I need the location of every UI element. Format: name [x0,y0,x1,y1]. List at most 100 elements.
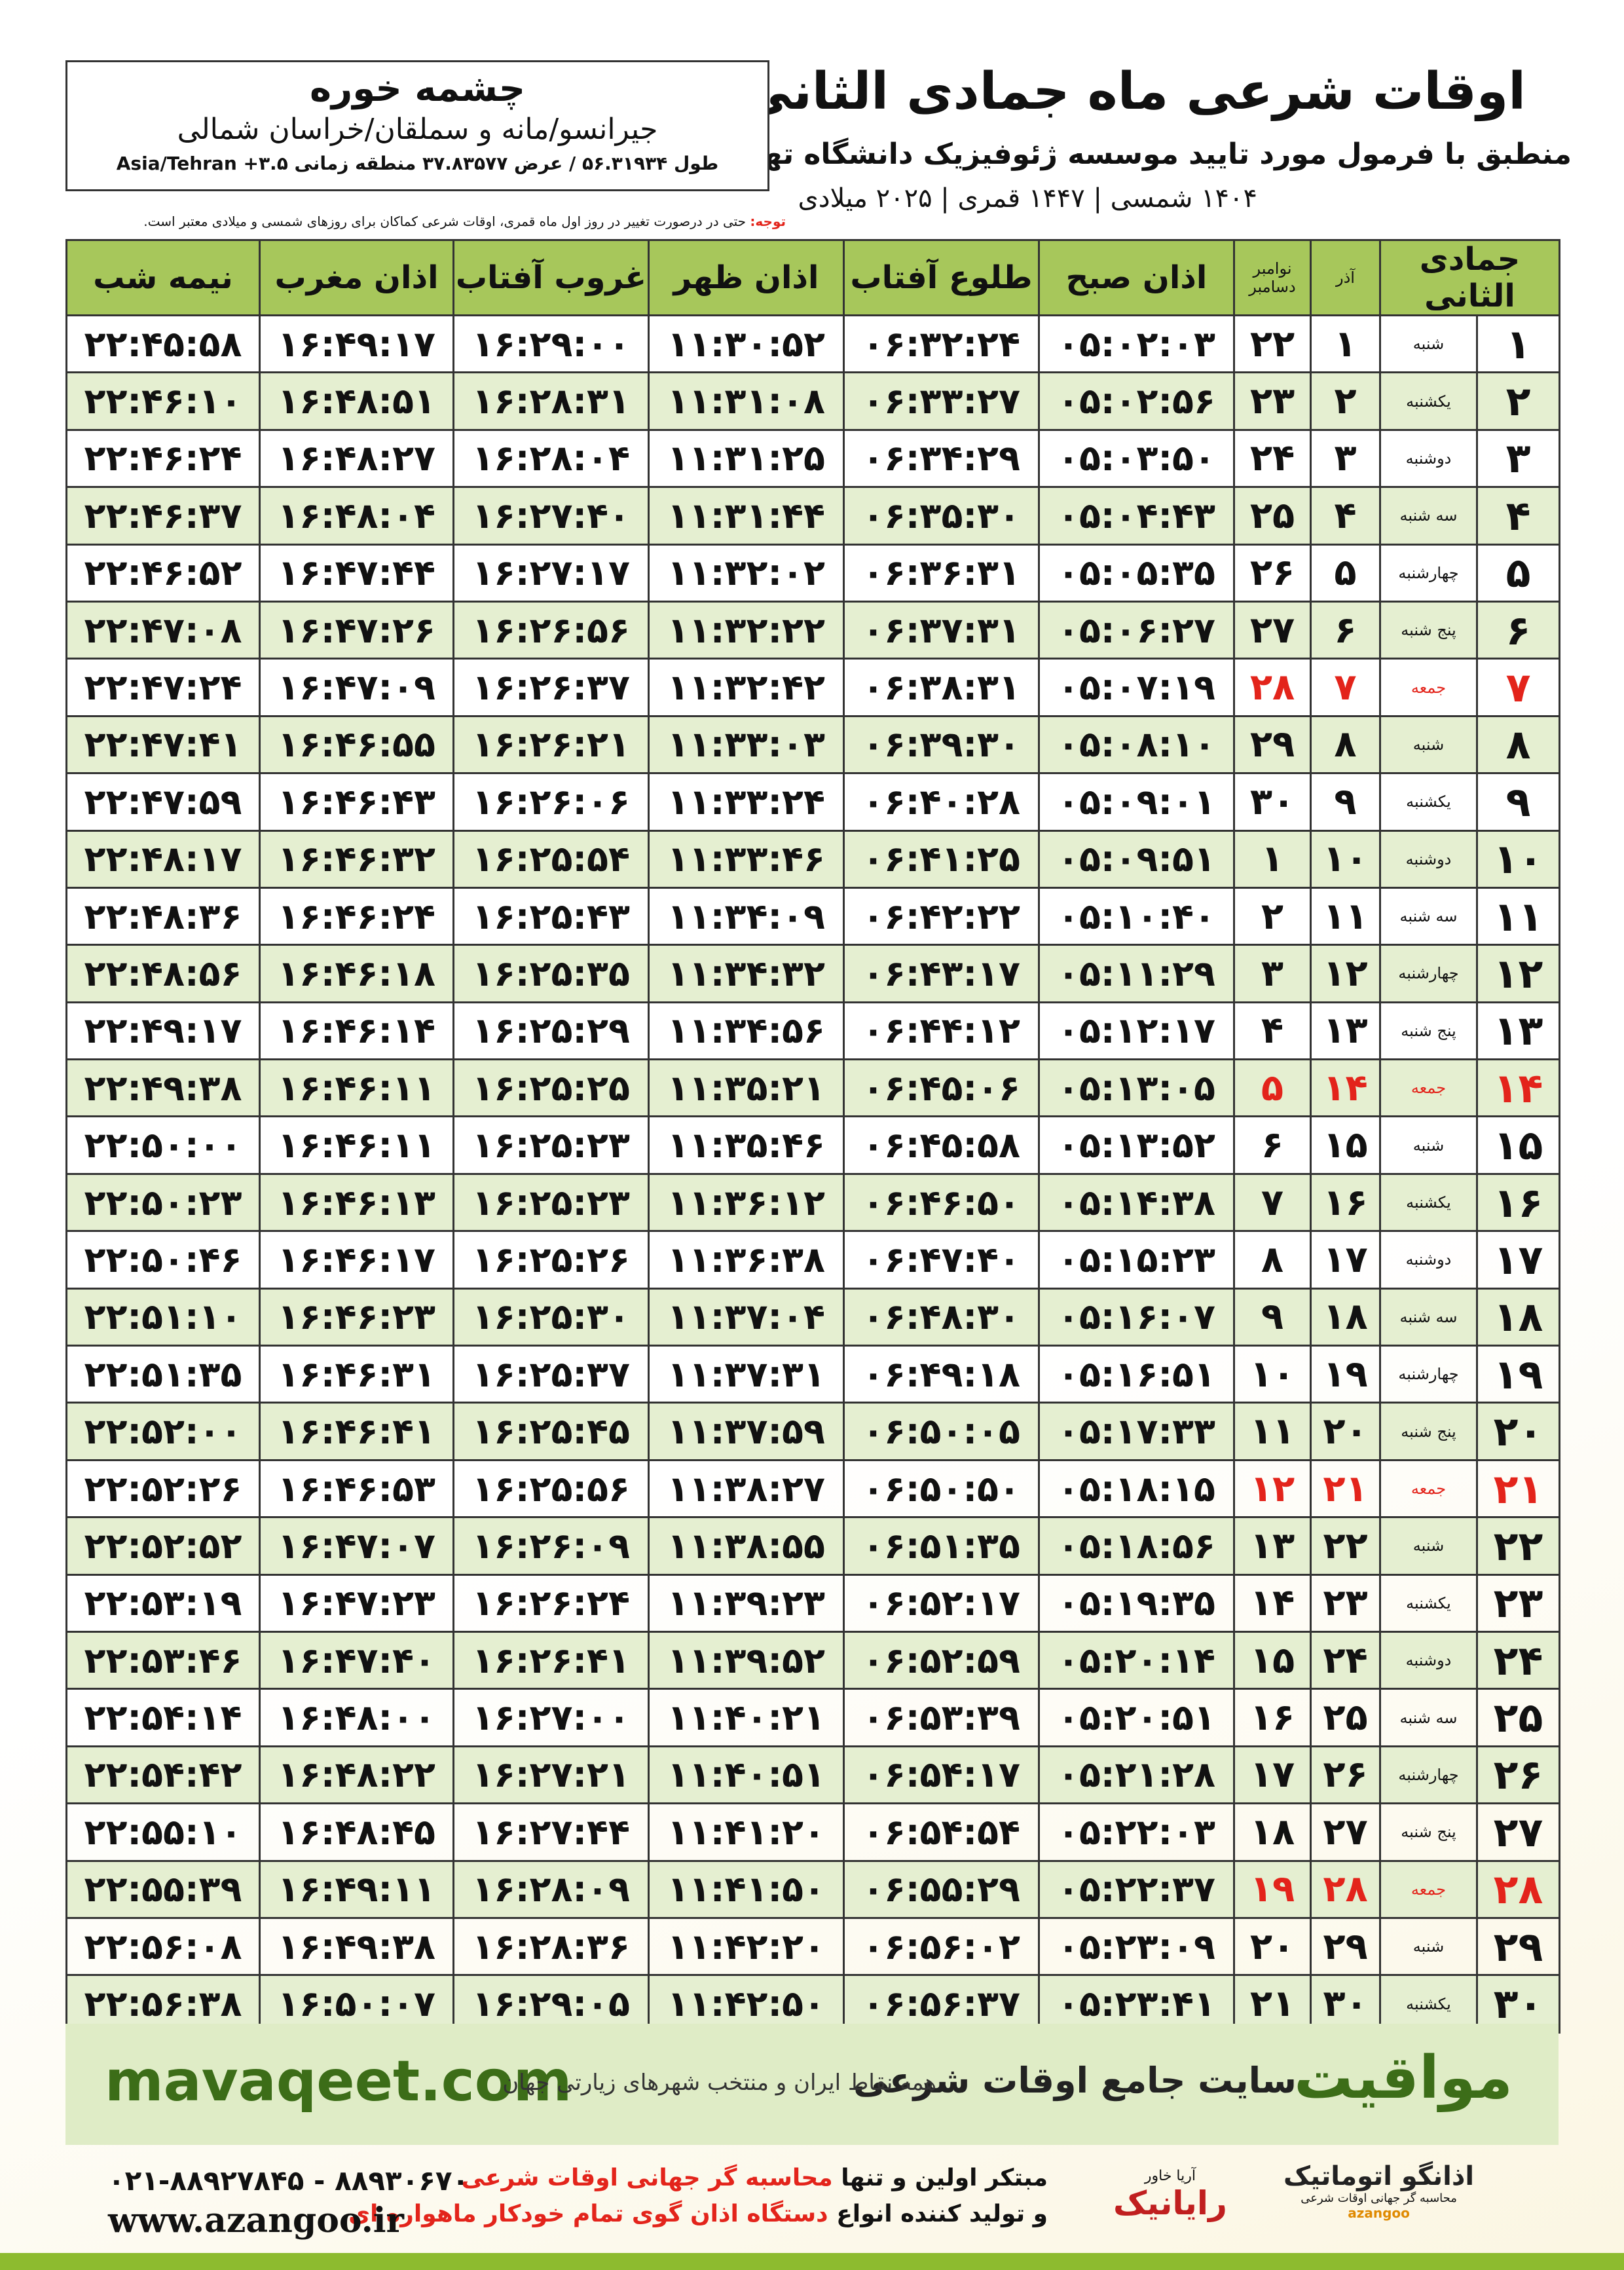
time-cell: ۱۶:۲۶:۲۱ [452,715,650,775]
date-cell: ۶ [1233,1115,1312,1175]
date-cell: ۲۰ [1476,1402,1560,1461]
time-cell: ۱۶:۴۸:۲۲ [259,1745,454,1805]
date-cell: ۲۳ [1310,1573,1381,1633]
table-row: ۱۵ شنبه ۱۵ ۶ ۰۵:۱۳:۵۲ ۰۶:۴۵:۵۸ ۱۱:۳۵:۴۶ ۱۶:۲۵:۲… [65,1115,1560,1175]
date-cell: ۲ [1310,371,1381,431]
table-row: ۱۹ چهارشنبه ۱۹ ۱۰ ۰۵:۱۶:۵۱ ۰۶:۴۹:۱۸ ۱۱:۳۷:۳۱ ۱۶… [65,1345,1560,1404]
time-cell: ۱۱:۳۰:۵۲ [648,314,845,374]
date-cell: ۵ [1310,543,1381,603]
table-row: ۸ شنبه ۸ ۲۹ ۰۵:۰۸:۱۰ ۰۶:۳۹:۳۰ ۱۱:۳۳:۰۳ ۱۶:۲۶:۲۱… [65,715,1560,775]
table-row: ۲۸ جمعه ۲۸ ۱۹ ۰۵:۲۲:۳۷ ۰۶:۵۵:۲۹ ۱۱:۴۱:۵۰ ۱۶:۲۸:… [65,1859,1560,1919]
date-cell: دوشنبه [1379,829,1478,889]
time-cell: ۱۱:۳۵:۲۱ [648,1058,845,1118]
time-cell: ۰۵:۰۵:۳۵ [1038,543,1235,603]
time-cell: ۱۶:۴۷:۰۷ [259,1516,454,1576]
time-cell: ۰۶:۵۶:۳۷ [843,1974,1040,2034]
time-cell: ۱۶:۲۷:۰۰ [452,1688,650,1747]
table-row: ۳۰ یکشنبه ۳۰ ۲۱ ۰۵:۲۳:۴۱ ۰۶:۵۶:۳۷ ۱۱:۴۲:۵۰ ۱۶:۲… [65,1974,1560,2034]
date-cell: ۹ [1310,772,1381,832]
date-cell: ۲۸ [1476,1859,1560,1919]
date-cell: یکشنبه [1379,772,1478,832]
table-row: ۲۶ چهارشنبه ۲۶ ۱۷ ۰۵:۲۱:۲۸ ۰۶:۵۴:۱۷ ۱۱:۴۰:۵۱ ۱۶… [65,1745,1560,1805]
date-cell: ۱۶ [1476,1172,1560,1233]
time-cell: ۰۵:۱۸:۱۵ [1038,1459,1235,1519]
time-cell: ۰۶:۳۵:۳۰ [843,486,1040,546]
time-cell: ۲۲:۴۶:۵۲ [65,543,261,603]
time-cell: ۱۶:۲۵:۳۰ [452,1287,650,1347]
time-cell: ۰۶:۳۸:۳۱ [843,658,1040,717]
date-cell: ۱۲ [1233,1459,1312,1519]
time-cell: ۰۵:۱۷:۳۳ [1038,1402,1235,1461]
time-cell: ۱۶:۲۹:۰۵ [452,1974,650,2034]
subtitle: منطبق با فرمول مورد تایید موسسه ژئوفیزیک… [711,138,1572,171]
time-cell: ۰۶:۴۸:۳۰ [843,1287,1040,1347]
table-row: ۲۲ شنبه ۲۲ ۱۳ ۰۵:۱۸:۵۶ ۰۶:۵۱:۳۵ ۱۱:۳۸:۵۵ ۱۶:۲۶:… [65,1516,1560,1576]
time-cell: ۲۲:۵۰:۰۰ [65,1115,261,1175]
date-cell: شنبه [1379,715,1478,775]
time-cell: ۱۱:۳۲:۲۲ [648,600,845,660]
banner-tagline: سایت جامع اوقات شرعی [853,2060,1297,2101]
time-cell: ۰۵:۱۸:۵۶ [1038,1516,1235,1576]
time-cell: ۱۶:۲۵:۲۳ [452,1115,650,1175]
time-cell: ۲۲:۵۵:۳۹ [65,1859,261,1919]
banner-url: mavaqeet.com [105,2049,572,2114]
date-cell: پنج شنبه [1379,1802,1478,1862]
time-cell: ۲۲:۵۴:۱۴ [65,1688,261,1747]
time-cell: ۱۶:۴۷:۲۳ [259,1573,454,1633]
time-cell: ۰۶:۵۰:۰۵ [843,1402,1040,1461]
table-row: ۱۸ سه شنبه ۱۸ ۹ ۰۵:۱۶:۰۷ ۰۶:۴۸:۳۰ ۱۱:۳۷:۰۴ ۱۶:۲… [65,1287,1560,1347]
time-cell: ۱۱:۳۳:۴۶ [648,829,845,889]
date-cell: ۷ [1233,1172,1312,1233]
website[interactable]: www.azangoo.ir [108,2201,404,2241]
date-cell: ۲۴ [1233,428,1312,489]
time-cell: ۱۶:۲۵:۵۶ [452,1459,650,1519]
time-cell: ۱۶:۴۷:۰۹ [259,658,454,717]
date-cell: ۱۸ [1310,1287,1381,1347]
date-cell: شنبه [1379,1916,1478,1977]
time-cell: ۱۶:۴۶:۱۳ [259,1172,454,1233]
date-cell: ۶ [1476,600,1560,660]
time-cell: ۰۶:۵۴:۵۴ [843,1802,1040,1862]
time-cell: ۰۵:۲۰:۵۱ [1038,1688,1235,1747]
time-cell: ۱۱:۳۳:۰۳ [648,715,845,775]
logo: آریا خاور رایانیک [1113,2168,1227,2222]
column-header: نیمه شب [65,239,261,316]
date-cell: دوشنبه [1379,428,1478,489]
time-cell: ۱۶:۲۶:۲۴ [452,1573,650,1633]
time-cell: ۱۶:۴۸:۰۴ [259,486,454,546]
time-cell: ۰۶:۴۳:۱۷ [843,944,1040,1003]
time-cell: ۰۵:۱۱:۲۹ [1038,944,1235,1003]
date-cell: ۱۶ [1310,1172,1381,1233]
date-cell: ۱۵ [1233,1630,1312,1690]
date-cell: ۳ [1233,944,1312,1003]
time-cell: ۱۶:۲۸:۰۴ [452,428,650,489]
time-cell: ۱۶:۲۵:۴۵ [452,1402,650,1461]
time-cell: ۱۱:۳۶:۱۲ [648,1172,845,1233]
date-cell: ۲۰ [1233,1916,1312,1977]
time-cell: ۲۲:۴۸:۱۷ [65,829,261,889]
date-cell: یکشنبه [1379,1172,1478,1233]
date-cell: سه شنبه [1379,886,1478,946]
date-cell: سه شنبه [1379,486,1478,546]
table-row: ۱۲ چهارشنبه ۱۲ ۳ ۰۵:۱۱:۲۹ ۰۶:۴۳:۱۷ ۱۱:۳۴:۳۲ ۱۶:… [65,944,1560,1003]
time-cell: ۰۶:۵۰:۵۰ [843,1459,1040,1519]
time-cell: ۱۶:۲۶:۳۷ [452,658,650,717]
time-cell: ۱۱:۴۲:۵۰ [648,1974,845,2034]
time-cell: ۰۵:۱۲:۱۷ [1038,1001,1235,1061]
time-cell: ۰۵:۲۳:۴۱ [1038,1974,1235,2034]
time-cell: ۱۶:۲۷:۲۱ [452,1745,650,1805]
time-cell: ۱۶:۲۸:۰۹ [452,1859,650,1919]
date-cell: ۱۴ [1310,1058,1381,1118]
time-cell: ۰۶:۵۶:۰۲ [843,1916,1040,1977]
time-cell: ۲۲:۵۲:۲۶ [65,1459,261,1519]
date-cell: ۲۵ [1476,1688,1560,1747]
time-cell: ۰۶:۳۴:۲۹ [843,428,1040,489]
time-cell: ۱۱:۳۱:۲۵ [648,428,845,489]
date-cell: ۲۳ [1233,371,1312,431]
date-cell: ۲۵ [1310,1688,1381,1747]
time-cell: ۰۶:۴۱:۲۵ [843,829,1040,889]
time-cell: ۰۶:۵۲:۱۷ [843,1573,1040,1633]
date-cell: ۲۱ [1476,1459,1560,1519]
time-cell: ۲۲:۴۷:۵۹ [65,772,261,832]
coords: طول ۵۶.۳۱۹۳۴ / عرض ۳۷.۸۳۵۷۷ منطقه زمانی … [116,153,719,174]
